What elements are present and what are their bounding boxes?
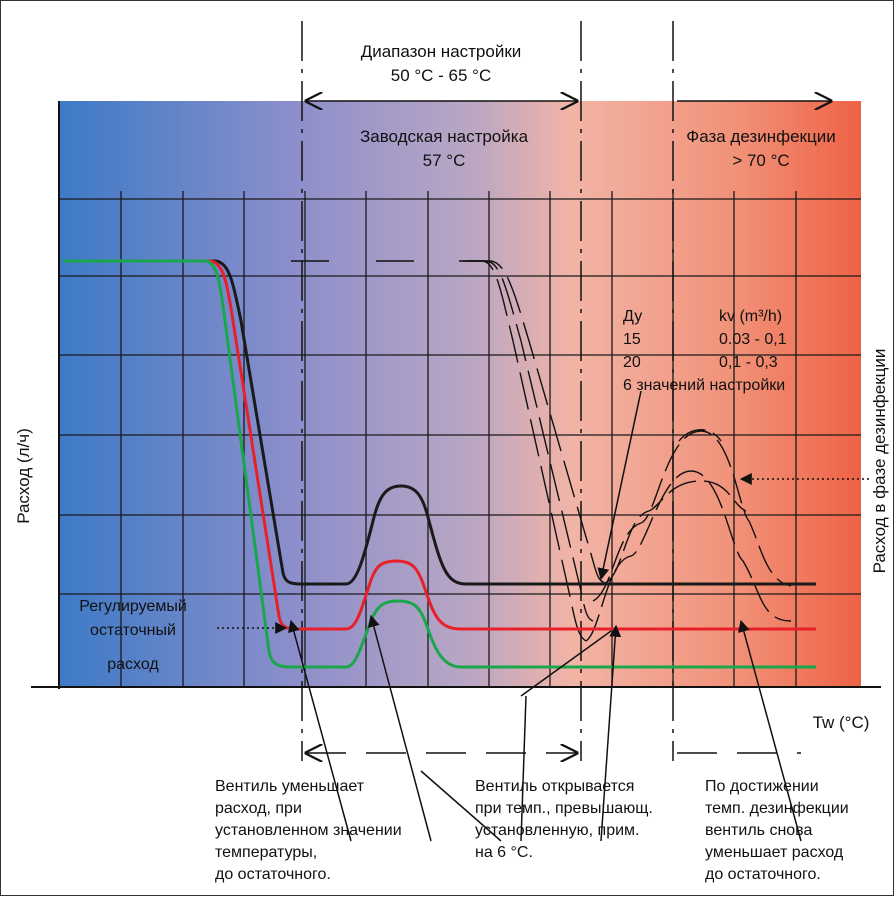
svg-text:темп. дезинфекции: темп. дезинфекции — [705, 800, 849, 817]
range-title: Диапазон настройки — [361, 42, 522, 61]
residual-label-line1: Регулируемый — [79, 598, 187, 615]
svg-text:установленном значении: установленном значении — [215, 822, 402, 839]
grid — [59, 191, 861, 686]
curve-red — [63, 259, 816, 631]
range-boundaries — [301, 21, 674, 761]
table-row2-kv: 0,1 - 0,3 — [719, 354, 778, 371]
svg-text:установленную, прим.: установленную, прим. — [475, 822, 639, 839]
svg-text:уменьшает расход: уменьшает расход — [705, 844, 844, 861]
disinfection-peaks — [585, 429, 792, 642]
y-axis-label-right: Расход в фазе дезинфекции — [870, 349, 889, 574]
svg-text:при темп., превышающ.: при темп., превышающ. — [475, 800, 653, 817]
note-middle: Вентиль открывается при темп., превышающ… — [475, 778, 653, 861]
svg-text:расход, при: расход, при — [215, 800, 302, 817]
factory-title: Заводская настройка — [360, 127, 529, 146]
annotation-arrows — [288, 390, 802, 842]
svg-text:Вентиль открывается: Вентиль открывается — [475, 778, 634, 795]
factory-value: 57 °C — [423, 151, 466, 170]
range-value: 50 °C - 65 °C — [391, 66, 492, 85]
table-col1-header: Ду — [623, 308, 642, 325]
svg-text:вентиль снова: вентиль снова — [705, 822, 812, 839]
svg-text:до остаточного.: до остаточного. — [215, 866, 331, 883]
svg-text:температуры,: температуры, — [215, 844, 317, 861]
svg-text:Вентиль уменьшает: Вентиль уменьшает — [215, 778, 365, 795]
table-col2-header: kv (m³/h) — [719, 308, 782, 325]
disinfection-title: Фаза дезинфекции — [686, 127, 835, 146]
table-row2-dn: 20 — [623, 354, 641, 371]
residual-label-line2: остаточный — [90, 622, 176, 639]
curve-black — [63, 259, 816, 586]
table-footer: 6 значений настройки — [623, 377, 785, 394]
note-right: По достижении темп. дезинфекции вентиль … — [705, 778, 849, 883]
table-row1-kv: 0.03 - 0,1 — [719, 331, 787, 348]
svg-text:до остаточного.: до остаточного. — [705, 866, 821, 883]
x-axis-label: Tw (°C) — [813, 713, 870, 732]
y-axis-label: Расход (л/ч) — [14, 428, 33, 524]
svg-text:По достижении: По достижении — [705, 778, 819, 795]
disinfection-value: > 70 °C — [732, 151, 789, 170]
residual-label-line3: расход — [107, 656, 159, 673]
svg-text:на 6 °С.: на 6 °С. — [475, 844, 533, 861]
note-left: Вентиль уменьшает расход, при установлен… — [215, 778, 402, 883]
table-row1-dn: 15 — [623, 331, 641, 348]
